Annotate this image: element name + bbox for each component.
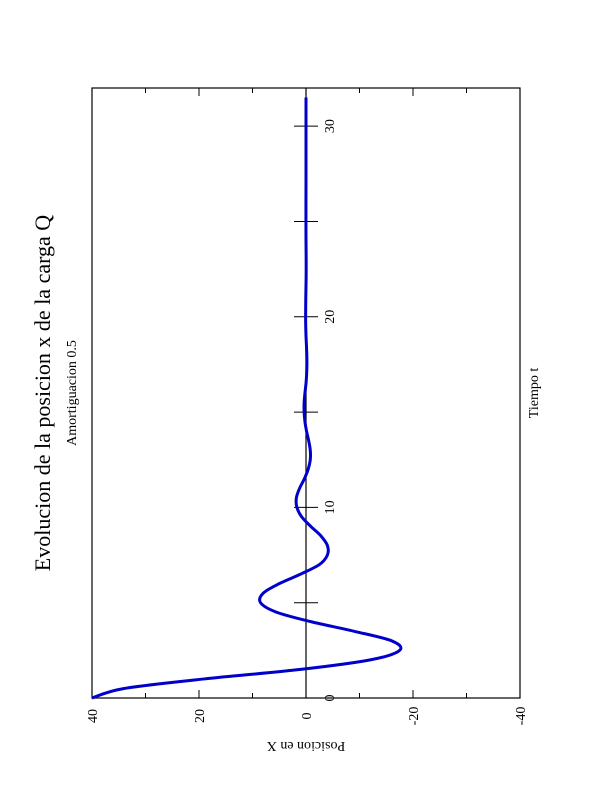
y-tick-label: 40 [86, 709, 101, 723]
y-tick-label: -40 [514, 707, 529, 726]
text-group: Evolucion de la posicion x de la carga Q… [30, 119, 542, 753]
x-axis-label: Tiempo t [527, 368, 542, 419]
y-axis-label: Posicion en X [267, 738, 346, 753]
series-line [91, 97, 403, 700]
series-group [91, 97, 403, 700]
x-tick-label: 20 [323, 310, 338, 324]
y-tick-label: -20 [407, 707, 422, 726]
x-tick-label: 30 [323, 119, 338, 133]
y-tick-label: 0 [300, 713, 315, 720]
chart-title: Evolucion de la posicion x de la carga Q [30, 215, 55, 571]
x-tick-label: 10 [323, 500, 338, 514]
chart-subtitle: Amortiguacion 0.5 [65, 340, 80, 446]
x-tick-label: 0 [323, 695, 338, 702]
y-tick-label: 20 [193, 709, 208, 723]
